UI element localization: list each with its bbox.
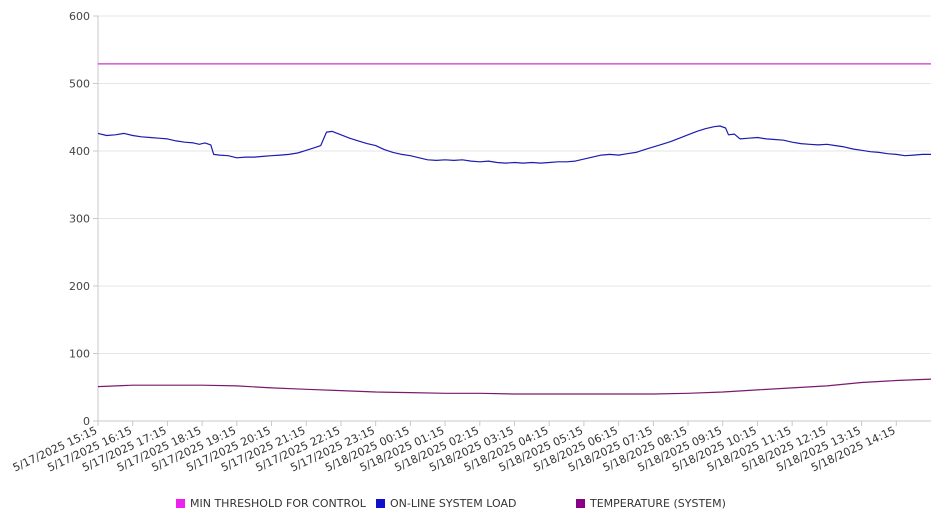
legend-label-temperature: TEMPERATURE (SYSTEM)	[590, 497, 726, 510]
legend-swatch-temperature	[576, 499, 585, 508]
y-tick-label: 0	[83, 415, 90, 428]
legend-swatch-system-load	[376, 499, 385, 508]
y-tick-label: 500	[69, 78, 90, 91]
axes	[93, 15, 931, 426]
y-tick-label: 200	[69, 280, 90, 293]
grid-lines	[98, 15, 931, 354]
legend: MIN THRESHOLD FOR CONTROL ON-LINE SYSTEM…	[0, 497, 946, 515]
y-axis-tick-labels: 0 100 200 300 400 500 600	[69, 10, 90, 428]
legend-item-system-load: ON-LINE SYSTEM LOAD	[376, 497, 516, 510]
y-tick-label: 100	[69, 348, 90, 361]
legend-label-min-threshold: MIN THRESHOLD FOR CONTROL	[190, 497, 366, 510]
legend-item-min-threshold: MIN THRESHOLD FOR CONTROL	[176, 497, 366, 510]
x-axis-tick-labels: 5/17/2025 15:155/17/2025 16:155/17/2025 …	[11, 424, 898, 474]
series-line-1	[97, 125, 931, 164]
legend-label-system-load: ON-LINE SYSTEM LOAD	[390, 497, 517, 510]
legend-swatch-min-threshold	[176, 499, 185, 508]
y-tick-label: 600	[69, 10, 90, 23]
series-line-2	[97, 378, 932, 395]
legend-item-temperature: TEMPERATURE (SYSTEM)	[576, 497, 726, 510]
y-tick-label: 300	[69, 213, 90, 226]
series-lines	[97, 63, 932, 395]
y-tick-label: 400	[69, 145, 90, 158]
